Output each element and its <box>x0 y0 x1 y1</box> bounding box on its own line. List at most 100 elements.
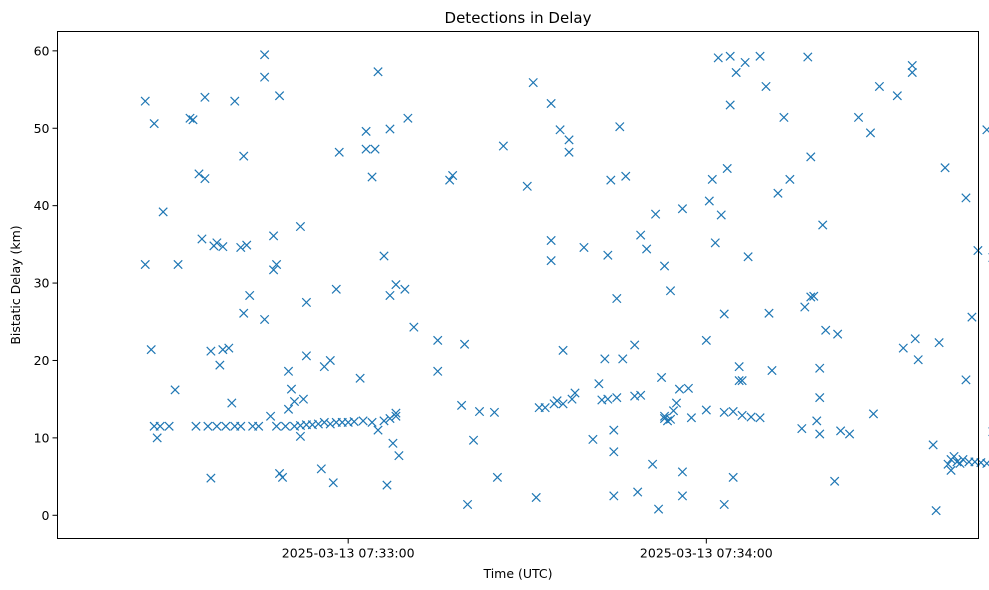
data-point <box>907 67 917 78</box>
data-point <box>898 343 908 353</box>
data-point <box>301 297 312 308</box>
data-point <box>740 57 750 68</box>
data-point <box>642 244 652 254</box>
data-point <box>140 96 150 106</box>
data-point <box>892 91 902 101</box>
data-point <box>931 506 941 516</box>
chart-title: Detections in Delay <box>445 9 592 27</box>
data-point <box>570 388 580 398</box>
data-point <box>286 384 297 394</box>
data-point <box>609 425 619 435</box>
data-point <box>265 411 276 421</box>
data-point <box>459 339 470 349</box>
data-point <box>701 335 711 345</box>
data-point <box>230 96 240 106</box>
data-point <box>728 406 738 417</box>
data-point <box>579 242 589 253</box>
data-point <box>331 284 341 294</box>
data-point <box>636 230 646 240</box>
data-point <box>865 128 876 138</box>
data-point <box>558 399 568 409</box>
data-point <box>874 81 885 92</box>
data-point <box>755 413 765 423</box>
data-point <box>701 405 711 415</box>
data-point <box>967 312 977 322</box>
data-point <box>818 220 828 230</box>
data-point <box>298 394 309 404</box>
data-point <box>271 421 282 431</box>
x-tick-label: 2025-03-13 07:34:00 <box>640 546 773 561</box>
data-point <box>761 81 771 92</box>
data-point <box>734 375 744 386</box>
data-point <box>677 467 688 477</box>
data-point <box>785 174 795 184</box>
data-point <box>812 416 822 426</box>
y-tick-label: 10 <box>34 430 50 445</box>
data-point <box>259 314 270 325</box>
data-point <box>737 375 747 386</box>
data-point <box>194 169 204 179</box>
data-point <box>764 308 774 318</box>
data-point <box>158 207 168 217</box>
data-point <box>982 458 989 469</box>
data-point <box>830 476 840 486</box>
data-point <box>609 447 619 457</box>
data-point <box>367 172 377 182</box>
data-point <box>713 53 723 63</box>
data-point <box>268 265 279 275</box>
data-point <box>433 335 443 345</box>
data-point <box>719 407 729 417</box>
plot-frame <box>57 31 979 539</box>
data-point <box>319 417 329 428</box>
data-point <box>334 147 344 157</box>
data-point <box>188 115 198 125</box>
data-point <box>259 72 270 82</box>
data-point <box>400 284 410 294</box>
data-point <box>474 406 485 417</box>
data-point <box>361 126 371 136</box>
data-point <box>492 472 503 482</box>
data-point <box>409 322 419 332</box>
data-point <box>773 188 783 198</box>
data-point <box>835 426 846 436</box>
data-point <box>224 343 234 353</box>
data-point <box>686 413 697 423</box>
data-point <box>268 231 279 241</box>
data-point <box>152 433 162 443</box>
data-point <box>665 286 676 296</box>
data-point <box>725 51 735 61</box>
data-point <box>588 434 598 445</box>
data-point <box>594 379 604 389</box>
data-point <box>316 464 326 474</box>
data-point <box>806 292 816 302</box>
data-point <box>370 144 380 154</box>
y-tick-label: 50 <box>34 121 50 136</box>
data-point <box>546 98 556 109</box>
data-point <box>731 67 741 78</box>
data-point <box>391 279 401 290</box>
data-points <box>140 50 989 516</box>
data-point <box>388 438 398 448</box>
data-point <box>173 259 183 270</box>
data-point <box>907 60 917 71</box>
data-point <box>313 419 323 429</box>
data-point <box>656 372 667 383</box>
data-point <box>552 396 562 406</box>
data-point <box>940 163 950 173</box>
data-point <box>725 100 735 110</box>
data-point <box>567 394 577 404</box>
data-point <box>910 334 920 344</box>
data-point <box>952 457 962 467</box>
data-point <box>373 425 383 435</box>
data-point <box>382 480 392 490</box>
data-point <box>283 404 294 414</box>
data-point <box>868 409 879 419</box>
data-point <box>212 421 222 431</box>
data-point <box>853 112 864 123</box>
data-point <box>668 406 679 416</box>
x-tick-label: 2025-03-13 07:33:00 <box>282 546 415 561</box>
data-point <box>636 390 646 400</box>
data-point <box>185 113 195 123</box>
